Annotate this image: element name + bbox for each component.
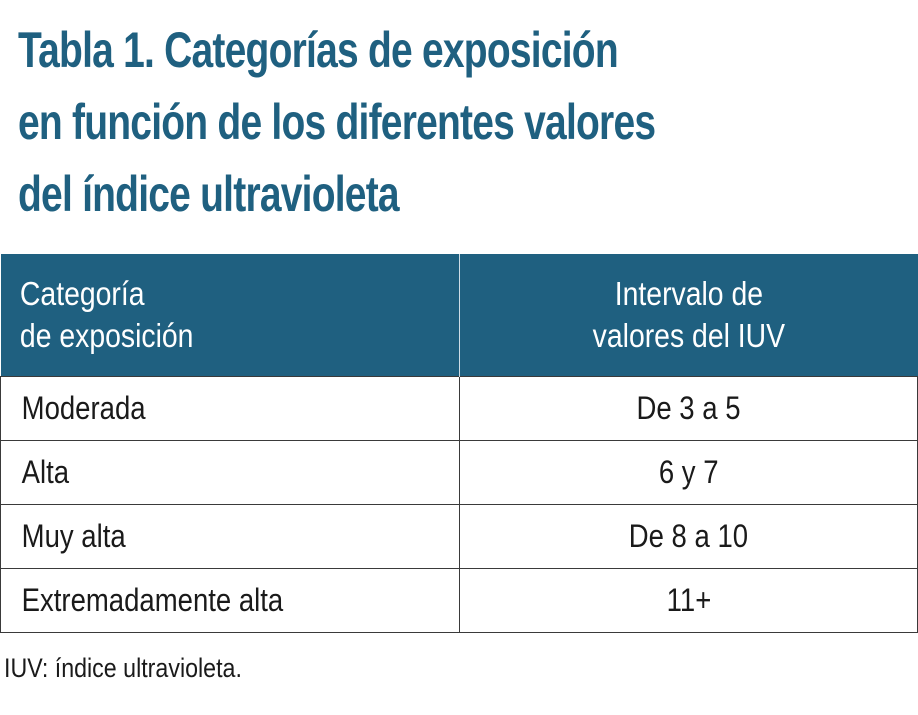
intervalo-text: De 3 a 5 [636,390,741,426]
table-title-line-1: Tabla 1. Categorías de exposición [18,22,619,78]
column-header-categoria-line-2: de exposición [19,317,193,354]
table-title-line-2: en función de los diferentes valores [18,94,656,150]
table-header: Categoría de exposición Intervalo de val… [0,254,918,377]
column-header-intervalo-line-2: valores del IUV [592,317,785,354]
column-header-intervalo-line-1: Intervalo de [614,275,763,312]
table-cell-categoria: Extremadamente alta [0,568,460,633]
column-header-categoria-line-1: Categoría [19,275,145,312]
categoria-text: Extremadamente alta [21,582,284,618]
table-cell-intervalo: De 8 a 10 [459,504,918,569]
column-header-intervalo: Intervalo de valores del IUV [459,254,918,377]
intervalo-text: 6 y 7 [658,454,719,490]
table-footnote: IUV: índice ultravioleta. [4,653,242,683]
intervalo-text: 11+ [666,582,711,618]
table-title: Tabla 1. Categorías de exposición en fun… [18,14,892,230]
exposure-categories-table: Categoría de exposición Intervalo de val… [0,254,918,633]
table-row: Moderada De 3 a 5 [0,376,918,441]
table-cell-intervalo: 11+ [459,568,918,633]
categoria-text: Moderada [21,390,146,426]
column-header-categoria: Categoría de exposición [0,254,460,377]
table-cell-categoria: Alta [0,440,460,505]
table-cell-intervalo: 6 y 7 [459,440,918,505]
table-cell-categoria: Moderada [0,376,460,441]
table-title-line-3: del índice ultravioleta [18,166,400,222]
categoria-text: Muy alta [21,518,126,554]
table-row: Alta 6 y 7 [0,440,918,505]
table-cell-categoria: Muy alta [0,504,460,569]
table-row: Extremadamente alta 11+ [0,568,918,633]
table-body: Moderada De 3 a 5 Alta 6 y 7 Muy alta De… [0,376,918,633]
table-header-row: Categoría de exposición Intervalo de val… [0,254,918,377]
table-row: Muy alta De 8 a 10 [0,504,918,569]
intervalo-text: De 8 a 10 [628,518,749,554]
table-cell-intervalo: De 3 a 5 [459,376,918,441]
categoria-text: Alta [21,454,70,490]
